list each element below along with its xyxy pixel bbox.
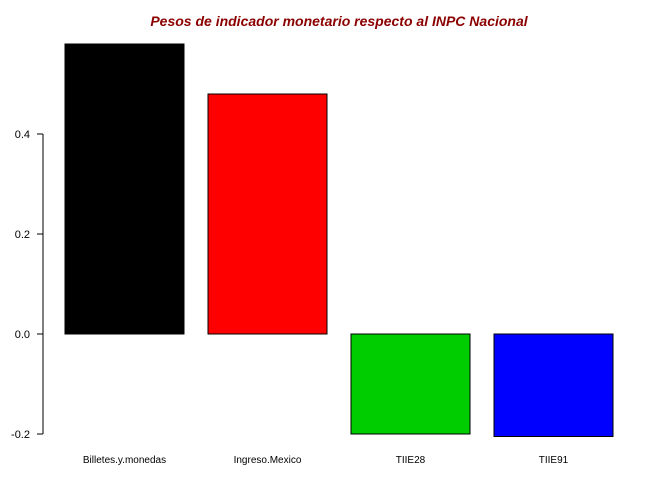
chart-title: Pesos de indicador monetario respecto al… xyxy=(150,13,528,29)
category-label: Ingreso.Mexico xyxy=(234,455,302,466)
bar-tiie28 xyxy=(350,333,471,435)
y-tick-label: 0.0 xyxy=(15,329,30,341)
category-labels: Billetes.y.monedas Ingreso.Mexico TIIE28 TI… xyxy=(83,455,569,466)
bar-ingreso-mexico xyxy=(207,93,328,335)
category-label: Billetes.y.monedas xyxy=(83,455,166,466)
category-label: TIIE91 xyxy=(539,455,569,466)
y-axis: -0.2 0.0 0.2 0.4 xyxy=(11,129,44,441)
y-tick-label: 0.2 xyxy=(15,229,30,241)
y-tick-label: -0.2 xyxy=(11,429,30,441)
category-label: TIIE28 xyxy=(396,455,426,466)
bar-billetes-y-monedas xyxy=(64,43,185,335)
y-tick-label: 0.4 xyxy=(15,129,30,141)
bars xyxy=(64,43,614,437)
bar-tiie91 xyxy=(493,333,614,437)
